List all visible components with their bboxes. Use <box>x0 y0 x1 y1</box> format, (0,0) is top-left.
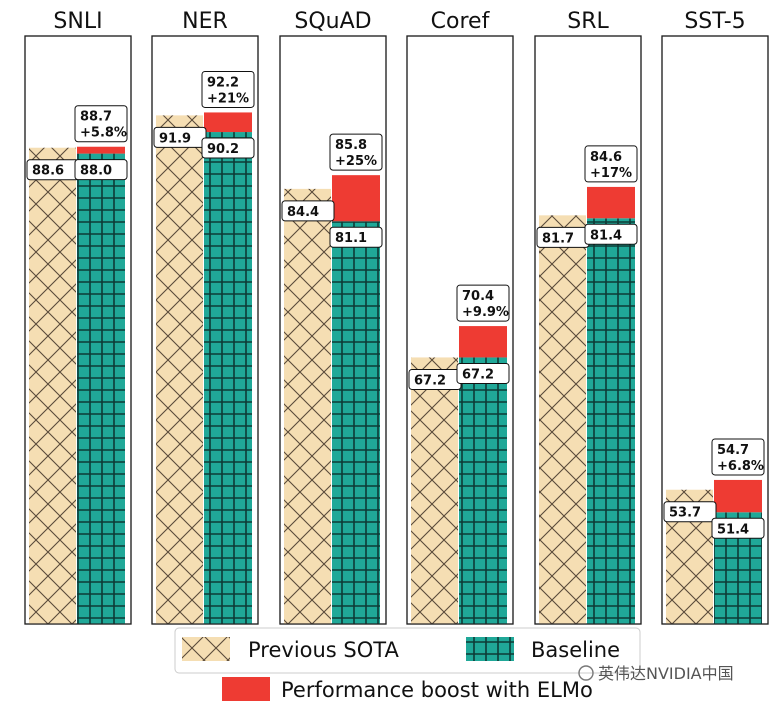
watermark: 英伟达NVIDIA中国 <box>578 664 734 683</box>
watermark-text: 英伟达NVIDIA中国 <box>598 664 734 683</box>
panel-title: SST-5 <box>684 9 745 34</box>
panel-border <box>279 35 387 625</box>
panel-srl: SRL 81.7 81.4 84.6+17% <box>534 9 642 625</box>
label-previous-sota-value: 91.9 <box>159 131 191 146</box>
label-baseline-box <box>74 159 128 181</box>
legend-label-previous-sota: Previous SOTA <box>248 638 399 662</box>
label-elmo-value: 88.7 <box>80 110 112 125</box>
bar-elmo-boost <box>204 112 252 133</box>
legend-label-baseline: Baseline <box>531 638 620 662</box>
panel-title: NER <box>182 9 228 34</box>
panel-title: SNLI <box>53 9 102 34</box>
panel-squad: SQuAD 84.4 81.1 85.8+25% <box>279 9 387 625</box>
bar-elmo-boost <box>77 146 125 154</box>
label-previous-sota-value: 67.2 <box>414 373 446 388</box>
bar-elmo-boost <box>714 479 762 513</box>
label-elmo-value: 54.7 <box>717 443 749 458</box>
label-elmo-delta: +6.8% <box>717 459 764 474</box>
label-previous-sota-value: 81.7 <box>542 231 574 246</box>
label-baseline-box <box>201 137 255 159</box>
label-elmo-box <box>74 105 128 143</box>
label-baseline-value: 51.4 <box>717 522 749 537</box>
legend-swatch-baseline <box>466 637 514 661</box>
label-baseline-value: 67.2 <box>462 367 494 382</box>
bar-previous-sota <box>539 215 586 624</box>
wechat-icon <box>578 665 594 681</box>
label-elmo-box <box>201 70 255 108</box>
bar-baseline <box>332 221 380 624</box>
label-previous-sota-value: 84.4 <box>287 205 319 220</box>
label-elmo-box <box>329 133 383 171</box>
bar-previous-sota <box>284 188 331 624</box>
label-baseline-box <box>456 362 510 384</box>
panel-border <box>534 35 642 625</box>
label-previous-sota-box <box>153 126 207 148</box>
label-elmo-delta: +5.8% <box>80 126 127 141</box>
chart-panels: SNLI 88.6 88.0 88.7+5.8% NER 91.9 90.2 92.2+21%… <box>24 9 769 625</box>
label-baseline-value: 81.4 <box>590 228 622 243</box>
legend-swatch-previous-sota <box>182 637 230 661</box>
label-elmo-value: 92.2 <box>207 75 239 90</box>
label-previous-sota-box <box>281 200 335 222</box>
panel-snli: SNLI 88.6 88.0 88.7+5.8% <box>24 9 132 625</box>
label-previous-sota-box <box>663 501 717 523</box>
label-baseline-box <box>329 226 383 248</box>
panel-coref: Coref 67.2 67.2 70.4+9.9% <box>406 9 514 625</box>
label-elmo-value: 70.4 <box>462 289 494 304</box>
label-elmo-value: 84.6 <box>590 150 622 165</box>
panel-border <box>406 35 514 625</box>
panel-ner: NER 91.9 90.2 92.2+21% <box>151 9 259 625</box>
label-previous-sota-value: 88.6 <box>32 164 64 179</box>
bar-elmo-boost <box>587 186 635 219</box>
bar-previous-sota <box>411 357 458 624</box>
panel-border <box>24 35 132 625</box>
legend-frame <box>174 627 641 674</box>
label-previous-sota-value: 53.7 <box>669 506 701 521</box>
label-elmo-value: 85.8 <box>335 138 367 153</box>
panel-title: SQuAD <box>294 9 371 34</box>
label-elmo-delta: +17% <box>590 166 632 181</box>
panel-border <box>151 35 259 625</box>
bar-elmo-boost <box>332 175 380 222</box>
bar-previous-sota <box>29 147 76 624</box>
panel-border <box>661 35 769 625</box>
bar-previous-sota <box>156 115 203 624</box>
bar-baseline <box>459 357 507 624</box>
bar-baseline <box>587 218 635 624</box>
label-elmo-box <box>711 438 765 476</box>
label-baseline-value: 90.2 <box>207 142 239 157</box>
label-baseline-box <box>711 517 765 539</box>
bar-baseline <box>77 153 125 624</box>
label-elmo-delta: +21% <box>207 91 249 106</box>
label-elmo-box <box>456 284 510 322</box>
legend: Previous SOTA Baseline Performance boost… <box>174 627 641 702</box>
panel-title: Coref <box>431 9 491 34</box>
bar-baseline <box>204 132 252 625</box>
label-baseline-value: 81.1 <box>335 231 367 246</box>
label-baseline-box <box>584 223 638 245</box>
panel-sst-5: SST-5 53.7 51.4 54.7+6.8% <box>661 9 769 625</box>
bar-elmo-boost <box>459 326 507 358</box>
label-baseline-value: 88.0 <box>80 164 112 179</box>
label-elmo-delta: +25% <box>335 154 377 169</box>
legend-swatch-boost <box>222 677 270 701</box>
label-elmo-delta: +9.9% <box>462 305 509 320</box>
legend-label-boost: Performance boost with ELMo <box>281 678 593 702</box>
panel-title: SRL <box>567 9 609 34</box>
label-elmo-box <box>584 145 638 183</box>
